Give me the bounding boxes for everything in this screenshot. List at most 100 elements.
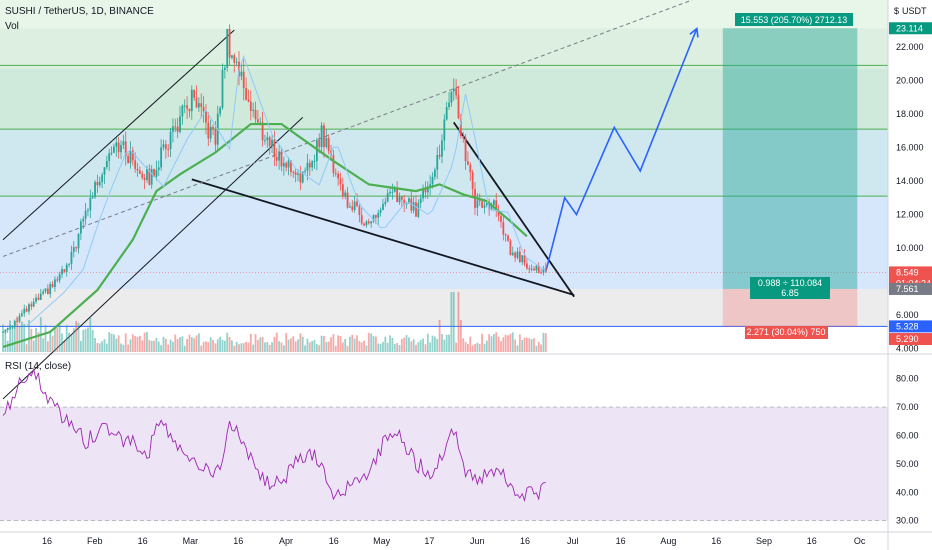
- volume-bar: [349, 336, 351, 352]
- candle-body: [44, 288, 47, 292]
- volume-bar: [507, 335, 509, 352]
- candle-body: [131, 150, 134, 161]
- candle-body: [441, 140, 443, 157]
- scale-toggle-icon[interactable]: $: [894, 6, 899, 16]
- candle-body: [313, 160, 316, 162]
- candle-body: [54, 279, 56, 287]
- volume-bar: [455, 342, 458, 352]
- candle-body: [207, 122, 210, 139]
- price-zone-band: [0, 288, 888, 327]
- candle-body: [219, 107, 222, 114]
- volume-bar: [285, 333, 288, 352]
- candle-body: [400, 196, 403, 200]
- volume-bar: [44, 325, 47, 352]
- volume-bar: [377, 343, 380, 352]
- candle-body: [544, 268, 547, 271]
- volume-bar: [110, 333, 113, 352]
- volume-bar: [278, 341, 281, 352]
- volume-bar: [282, 345, 285, 352]
- volume-bar: [18, 326, 21, 352]
- price-tick-label: 14.000: [896, 176, 924, 186]
- price-tag-label: 23.114: [896, 23, 923, 33]
- candle-body: [306, 162, 309, 171]
- volume-bar: [259, 337, 262, 352]
- price-zone-band: [0, 196, 888, 289]
- volume-bar: [186, 338, 188, 352]
- projection-arrowhead: [689, 26, 699, 38]
- candle-body: [49, 284, 52, 294]
- ratio-label-2: 6.85: [781, 288, 799, 298]
- candle-body: [197, 103, 200, 108]
- volume-bar: [169, 339, 172, 352]
- price-tick-label: 4.000: [896, 344, 919, 354]
- volume-bar: [89, 317, 92, 352]
- volume-bar: [488, 334, 491, 352]
- time-axis-label: 16: [807, 536, 817, 546]
- candle-body: [254, 109, 257, 120]
- candle-body: [290, 160, 292, 172]
- volume-bar: [287, 339, 290, 352]
- candle-body: [134, 160, 137, 169]
- candle-body: [478, 200, 481, 202]
- volume-bar: [492, 334, 495, 352]
- volume-bar: [426, 333, 429, 352]
- candle-body: [105, 161, 108, 168]
- volume-bar: [56, 327, 59, 352]
- candle-body: [346, 192, 349, 208]
- candle-body: [233, 55, 236, 63]
- volume-bar: [188, 334, 191, 352]
- volume-bar: [318, 345, 321, 352]
- candle-body: [379, 210, 382, 213]
- candle-body: [202, 106, 205, 112]
- volume-bar: [176, 338, 179, 352]
- time-axis-label: Feb: [87, 536, 103, 546]
- candle-body: [61, 269, 63, 275]
- price-tag-box: [889, 282, 932, 295]
- candle-body: [360, 215, 363, 224]
- volume-bar: [339, 336, 342, 352]
- volume-bar: [77, 322, 80, 352]
- volume-bar: [228, 336, 231, 352]
- volume-bar: [509, 333, 512, 352]
- volume-bar: [157, 341, 160, 352]
- candle-body: [530, 268, 533, 270]
- volume-bar: [87, 327, 89, 352]
- volume-bar: [433, 336, 436, 352]
- volume-bar: [386, 342, 389, 352]
- volume-bar: [396, 342, 399, 352]
- candle-body: [469, 164, 472, 173]
- candle-body: [292, 171, 295, 173]
- candle-body: [415, 202, 417, 217]
- candle-body: [212, 126, 214, 130]
- candle-body: [467, 161, 469, 165]
- candle-body: [164, 144, 167, 149]
- candle-body: [37, 297, 40, 300]
- rsi-tick-label: 80.00: [896, 374, 919, 384]
- candle-body: [256, 119, 259, 123]
- candle-body: [372, 215, 375, 222]
- candle-body: [110, 152, 113, 154]
- volume-bar: [398, 345, 401, 352]
- volume-bar: [23, 323, 26, 352]
- volume-bar: [153, 340, 155, 352]
- candle-body: [56, 279, 59, 281]
- candle-body: [2, 331, 4, 333]
- trend-line: [2, 29, 235, 241]
- candle-body: [337, 173, 340, 179]
- volume-bar: [54, 327, 56, 352]
- candle-body: [94, 182, 96, 198]
- candle-body: [542, 268, 545, 273]
- candle-body: [271, 139, 273, 147]
- volume-bar: [190, 337, 193, 352]
- volume-bar: [469, 336, 472, 352]
- time-axis-label: Oc: [854, 536, 866, 546]
- time-axis-label: May: [373, 536, 391, 546]
- price-tick-label: 22.000: [896, 42, 924, 52]
- candle-body: [518, 251, 521, 263]
- candle-body: [103, 167, 106, 175]
- volume-bar: [96, 343, 99, 352]
- volume-bar: [535, 345, 538, 352]
- candle-body: [516, 251, 519, 258]
- candle-body: [247, 99, 250, 102]
